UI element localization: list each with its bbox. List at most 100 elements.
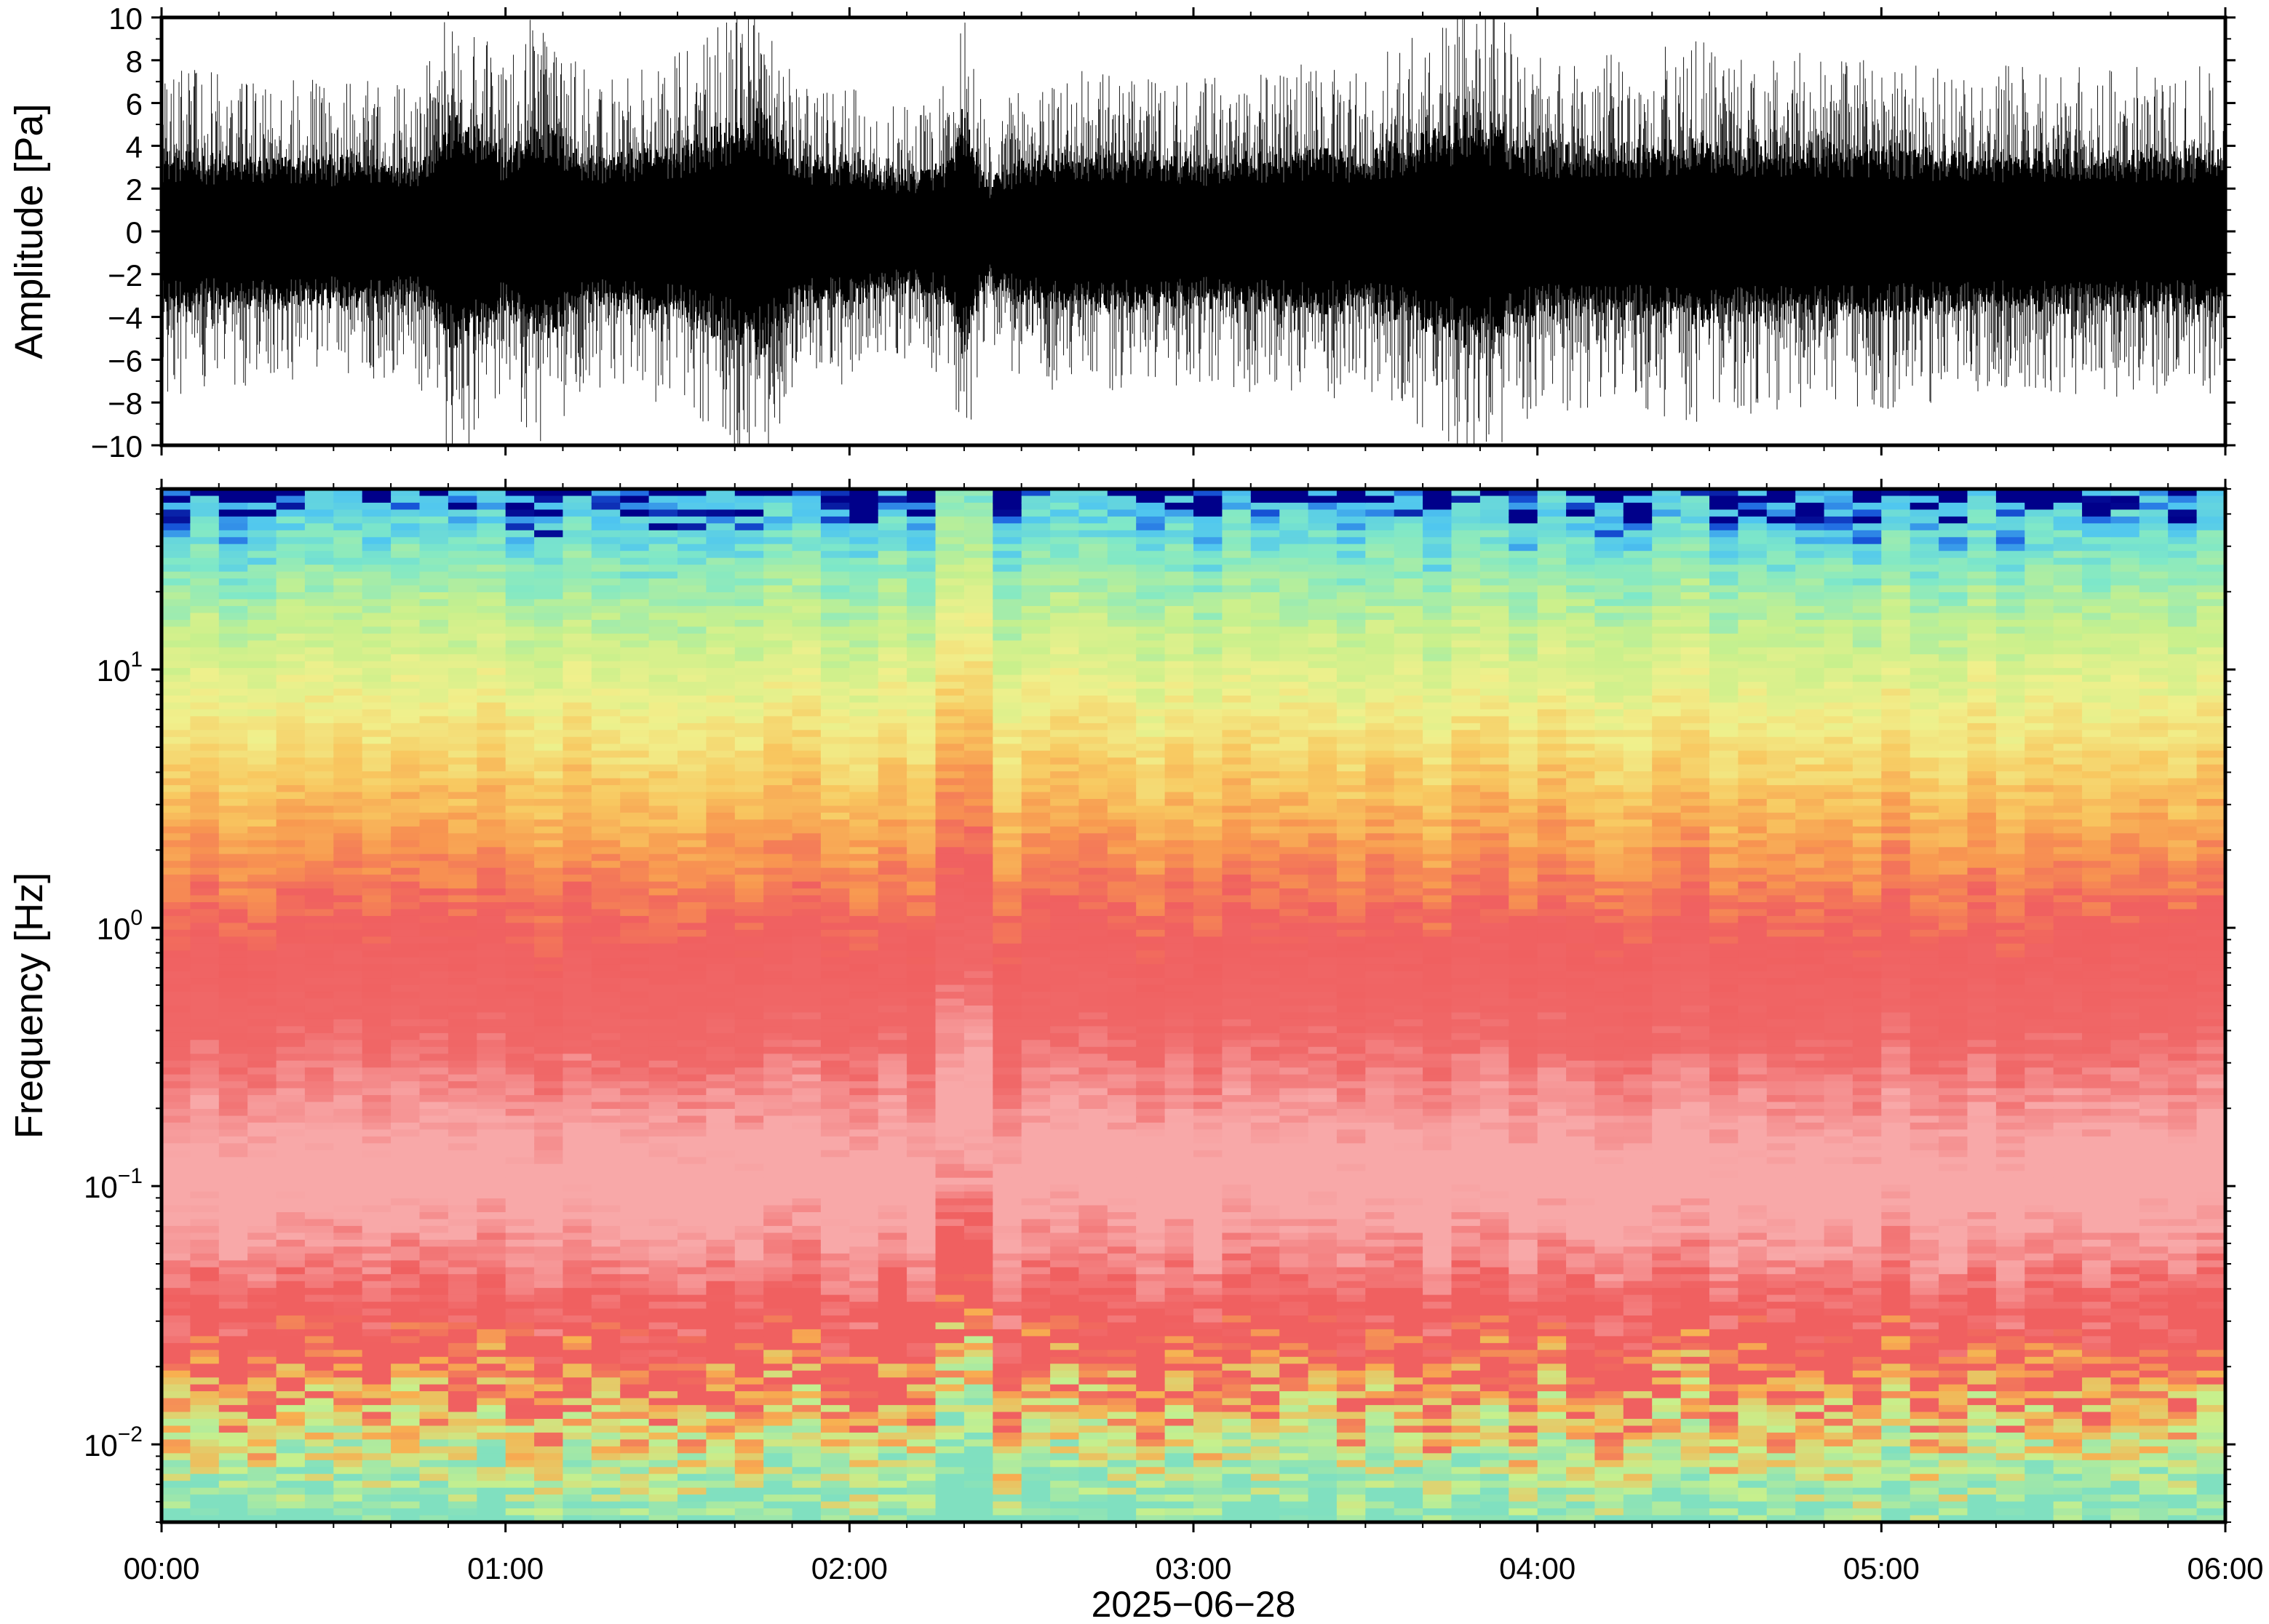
spectrogram-cell xyxy=(763,984,793,992)
spectrogram-cell xyxy=(218,730,248,738)
spectrogram-cell xyxy=(935,613,965,621)
spectrogram-cell xyxy=(993,888,1022,896)
spectrogram-cell xyxy=(391,1288,421,1296)
spectrogram-cell xyxy=(734,723,764,731)
spectrogram-cell xyxy=(849,1122,879,1131)
spectrogram-cell xyxy=(706,1473,736,1481)
spectrogram-cell xyxy=(247,1515,277,1522)
spectrogram-cell xyxy=(304,1157,335,1165)
spectrogram-cell xyxy=(276,744,306,752)
spectrogram-cell xyxy=(505,1026,535,1034)
spectrogram-cell xyxy=(534,736,564,745)
spectrogram-cell xyxy=(276,799,306,807)
spectrogram-cell xyxy=(734,619,764,628)
spectrogram-cell xyxy=(849,530,879,538)
spectrogram-cell xyxy=(993,964,1022,972)
spectrogram-cell xyxy=(563,875,592,883)
spectrogram-cell xyxy=(362,957,392,965)
spectrogram-cell xyxy=(734,1515,764,1522)
spectrogram-cell xyxy=(792,1054,822,1062)
spectrogram-cell xyxy=(878,1046,907,1055)
spectrogram-cell xyxy=(935,1302,965,1310)
spectrogram-cell xyxy=(247,1329,277,1337)
spectrogram-cell xyxy=(878,1453,907,1461)
spectrogram-cell xyxy=(907,1074,937,1082)
spectrogram-cell xyxy=(218,1370,248,1378)
spectrogram-cell xyxy=(1021,847,1051,855)
spectrogram-cell xyxy=(247,1508,277,1516)
spectrogram-cell xyxy=(362,1088,392,1096)
spectrogram-cell xyxy=(734,1225,764,1234)
spectrogram-cell xyxy=(620,1219,650,1227)
spectrogram-cell xyxy=(963,682,994,690)
spectrogram-cell xyxy=(763,599,793,607)
spectrogram-cell xyxy=(734,661,764,669)
spectrogram-cell xyxy=(935,1473,965,1481)
spectrogram-cell xyxy=(620,585,650,593)
spectrogram-cell xyxy=(162,1088,191,1096)
spectrogram-cell xyxy=(477,1391,506,1399)
spectrogram-cell xyxy=(963,1060,994,1068)
spectrogram-cell xyxy=(820,957,851,965)
spectrogram-cell xyxy=(763,1384,793,1392)
spectrogram-cell xyxy=(963,853,994,861)
spectrogram-cell xyxy=(505,530,535,538)
spectrogram-cell xyxy=(591,785,621,793)
spectrogram-cell xyxy=(792,716,822,724)
spectrogram-cell xyxy=(849,1467,879,1475)
spectrogram-cell xyxy=(563,723,592,731)
spectrogram-cell xyxy=(1050,1501,1080,1509)
spectrogram-cell xyxy=(304,1267,335,1275)
spectrogram-cell xyxy=(391,1281,421,1289)
spectrogram-cell xyxy=(591,1212,621,1220)
spectrogram-cell xyxy=(162,1205,191,1213)
spectrogram-cell xyxy=(218,888,248,896)
spectrogram-cell xyxy=(591,998,621,1006)
spectrogram-cell xyxy=(505,1322,535,1330)
spectrogram-cell xyxy=(247,943,277,952)
spectrogram-cell xyxy=(963,1288,994,1296)
spectrogram-cell xyxy=(993,936,1022,944)
spectrogram-cell xyxy=(477,1198,506,1206)
spectrogram-cell xyxy=(1050,1473,1080,1481)
spectrogram-cell xyxy=(706,544,736,552)
spectrogram-cell xyxy=(591,1225,621,1234)
spectrogram-cell xyxy=(333,1391,363,1399)
spectrogram-cell xyxy=(276,578,306,586)
spectrogram-cell xyxy=(477,502,506,511)
spectrogram-cell xyxy=(190,640,220,648)
spectrogram-cell xyxy=(333,929,363,938)
spectrogram-cell xyxy=(648,654,678,662)
spectrogram-cell xyxy=(1021,1157,1051,1165)
spectrogram-cell xyxy=(963,1322,994,1330)
spectrogram-cell xyxy=(792,1460,822,1468)
spectrogram-cell xyxy=(878,1508,907,1516)
spectrogram-cell xyxy=(591,1336,621,1344)
spectrogram-cell xyxy=(763,1225,793,1234)
spectrogram-cell xyxy=(477,847,506,855)
spectrogram-cell xyxy=(419,1026,449,1034)
spectrogram-cell xyxy=(534,1508,564,1516)
spectrogram-cell xyxy=(706,516,736,525)
spectrogram-cell xyxy=(391,1032,421,1041)
spectrogram-cell xyxy=(190,1405,220,1413)
spectrogram-cell xyxy=(304,1446,335,1454)
spectrogram-cell xyxy=(677,1060,707,1068)
spectrogram-cell xyxy=(792,957,822,965)
spectrogram-cell xyxy=(1050,992,1080,1000)
spectrogram-cell xyxy=(505,1405,535,1413)
spectrogram-cell xyxy=(304,984,335,992)
spectrogram-cell xyxy=(304,978,335,986)
spectrogram-cell xyxy=(247,1274,277,1282)
spectrogram-cell xyxy=(391,1081,421,1089)
spectrogram-cell xyxy=(993,640,1022,648)
spectrogram-cell xyxy=(477,771,506,779)
spectrogram-cell xyxy=(648,1467,678,1475)
spectrogram-cell xyxy=(190,1102,220,1110)
spectrogram-cell xyxy=(505,1136,535,1145)
spectrogram-cell xyxy=(333,599,363,607)
spectrogram-cell xyxy=(563,992,592,1000)
spectrogram-cell xyxy=(1050,1177,1080,1185)
spectrogram-cell xyxy=(907,502,937,511)
spectrogram-cell xyxy=(276,1171,306,1179)
